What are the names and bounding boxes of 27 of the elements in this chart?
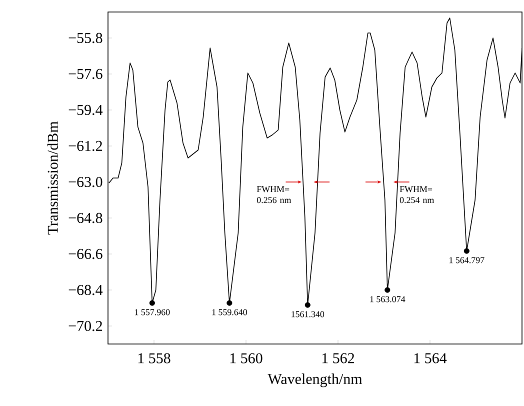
y-tick-label: −68.4 [68, 284, 103, 296]
annotation: 1 557.960 [135, 309, 170, 316]
y-tick-label: −59.4 [68, 104, 103, 116]
x-tick-label: 1 560 [230, 353, 262, 364]
annotation: 1 563.074 [370, 296, 406, 302]
y-tick-label: −66.6 [68, 248, 102, 260]
y-tick-label: −63.0 [68, 176, 102, 188]
y-tick-label: −61.2 [68, 140, 102, 152]
x-tick-label: 1 558 [138, 353, 170, 364]
point [464, 248, 470, 254]
y-tick-label: −55.8 [68, 32, 102, 44]
y-tick-label: −70.2 [68, 320, 102, 332]
x-tick-label: 1 564 [414, 353, 447, 364]
y-tick-label: −57.6 [68, 68, 102, 80]
annotation: FWHM= 0.254 nm [400, 186, 434, 204]
annotation: 1 564.797 [450, 257, 484, 264]
annotation: 1 559.640 [212, 309, 248, 316]
annotation: FWHM= 0.256 nm [256, 186, 292, 204]
point [384, 287, 390, 293]
x-axis-title: Wavelength/nm [268, 374, 362, 388]
y-tick-label: −64.8 [68, 212, 102, 224]
point [304, 302, 310, 308]
x-tick-label: 1 562 [322, 353, 354, 364]
y-axis-title: Transmission/dBm [47, 121, 58, 235]
point [226, 300, 232, 306]
point [149, 300, 155, 306]
annotation: 1561.340 [292, 311, 324, 318]
